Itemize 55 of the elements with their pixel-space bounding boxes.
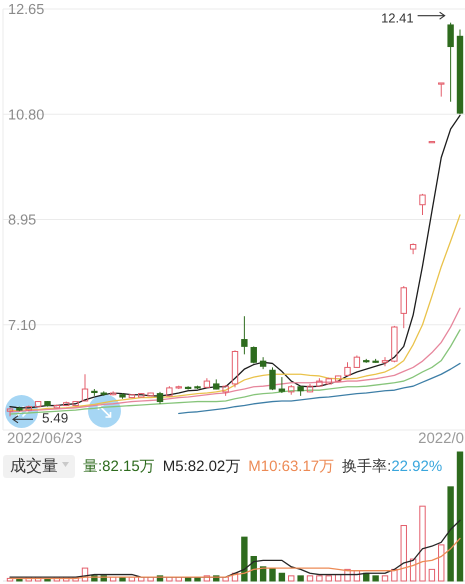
bar xyxy=(428,568,436,582)
bar xyxy=(6,578,14,582)
bar xyxy=(334,574,342,582)
candlestick xyxy=(250,346,257,364)
bar xyxy=(372,575,379,582)
bar xyxy=(297,575,304,582)
chart-title: 成交量 xyxy=(10,457,58,475)
candlestick xyxy=(156,391,164,404)
bar xyxy=(316,575,323,582)
line-series xyxy=(178,362,461,414)
annotation: 换手率:22.92% xyxy=(342,458,442,475)
bar xyxy=(241,536,248,582)
candlestick xyxy=(316,378,323,387)
text: M5:82.02万 xyxy=(162,458,240,475)
text: 2022/06/23 xyxy=(7,430,82,447)
candlestick xyxy=(269,366,276,391)
bar xyxy=(278,572,286,582)
bar xyxy=(447,486,454,582)
bar xyxy=(204,575,210,582)
candlestick xyxy=(260,356,266,370)
bar xyxy=(166,576,173,582)
bar xyxy=(138,576,144,582)
candlestick xyxy=(438,82,444,98)
annotation: 5.49 xyxy=(42,410,68,426)
bar xyxy=(306,575,314,582)
bar xyxy=(344,568,351,582)
bar xyxy=(82,568,88,582)
candlestick xyxy=(297,386,304,396)
candlestick xyxy=(447,22,454,102)
bar xyxy=(147,576,154,582)
bar xyxy=(410,558,416,582)
bar xyxy=(222,576,229,582)
bar xyxy=(128,576,136,582)
bar xyxy=(382,575,388,582)
candlestick xyxy=(278,376,286,394)
y-tick-label: 8.95 xyxy=(8,212,36,228)
bar xyxy=(400,525,407,582)
y-tick-label: 7.10 xyxy=(8,318,36,334)
bar xyxy=(288,575,294,582)
y-tick-label: 10.80 xyxy=(8,107,44,124)
bar xyxy=(354,570,360,582)
bar xyxy=(438,544,444,582)
bar xyxy=(326,575,332,582)
bar xyxy=(456,452,464,582)
y-tick-label: 12.65 xyxy=(8,2,44,18)
bar xyxy=(176,576,182,582)
text: 2022/0 xyxy=(418,430,464,447)
bar xyxy=(391,568,398,582)
bar xyxy=(232,572,238,582)
bar xyxy=(419,506,426,582)
annotation: 12.41 xyxy=(381,10,414,26)
text: M10:63.17万 xyxy=(248,458,334,475)
text: 量:82.15万 xyxy=(83,458,155,475)
candlestick xyxy=(241,316,248,355)
bar xyxy=(110,576,116,582)
